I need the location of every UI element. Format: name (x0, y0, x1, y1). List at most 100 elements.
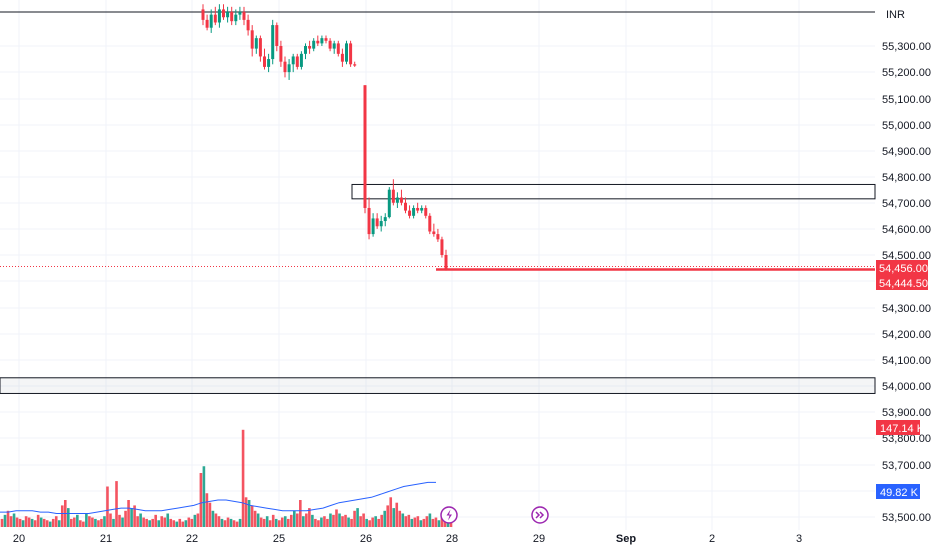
volume-bar (51, 518, 55, 527)
candle (267, 53, 271, 73)
time-tick-label: 20 (13, 533, 25, 545)
volume-bar (9, 516, 13, 527)
time-tick-label: 21 (100, 533, 112, 545)
candle (375, 213, 379, 229)
price-tag: 54,444.50 (876, 275, 928, 290)
volume-bar (428, 513, 432, 527)
candle (242, 6, 246, 26)
volume-bar (103, 516, 106, 527)
candle (226, 6, 230, 23)
volume-bar (271, 514, 275, 527)
volume-bar (323, 516, 326, 527)
volume-bar (434, 517, 438, 527)
candle (432, 223, 436, 237)
candle (287, 59, 291, 80)
volume-bar (187, 517, 191, 527)
volume-bar (392, 508, 396, 527)
volume-bar (286, 518, 290, 527)
zone-box[interactable] (0, 377, 876, 394)
price-axis[interactable]: INR 55,300.00 55,200.00 55,100.00 55,000.00… (882, 9, 931, 524)
candle (279, 40, 283, 67)
volume-bar (112, 518, 115, 527)
volume-bar (293, 510, 296, 527)
volume-bar (166, 513, 170, 527)
candle (291, 53, 295, 73)
volume-bar (220, 518, 224, 527)
volume-bar (130, 508, 133, 527)
candle (395, 192, 399, 208)
time-tick-label: 3 (796, 533, 802, 545)
volume-bars (0, 429, 453, 527)
volume-bar (172, 520, 176, 527)
volume-bar (42, 518, 46, 527)
volume-bar (305, 513, 308, 527)
volume-bar (410, 518, 414, 527)
volume-bar (356, 508, 359, 527)
volume-bar (359, 516, 362, 527)
volume-bar (341, 516, 344, 527)
volume-bar (338, 513, 341, 527)
candle (320, 35, 324, 46)
candle (340, 48, 344, 67)
volume-bar (124, 510, 127, 527)
candle (349, 40, 353, 67)
time-axis[interactable]: 20 21 22 25 26 28 29 Sep 2 3 (13, 533, 802, 545)
volume-bar (395, 502, 399, 527)
candle (383, 213, 387, 227)
volume-tag: 147.14 K (876, 420, 925, 435)
price-tick-label: 55,300.00 (882, 41, 931, 53)
volume-bar (3, 514, 7, 527)
volume-bar (302, 516, 305, 527)
price-tick-label: 55,000.00 (882, 120, 931, 132)
volume-bar (66, 508, 70, 527)
volume-bar (265, 516, 269, 527)
volume-bar (407, 514, 411, 527)
candle (283, 56, 287, 78)
candle (324, 35, 328, 44)
volume-bar (118, 514, 121, 527)
volume-bar (217, 516, 221, 527)
price-tick-label: 53,500.00 (882, 512, 931, 524)
candle (408, 205, 412, 219)
volume-bar (30, 518, 34, 527)
candle (222, 4, 225, 20)
volume-bar (12, 513, 16, 527)
candle (263, 48, 266, 70)
candle (363, 85, 367, 214)
time-tick-label: 25 (273, 533, 285, 545)
volume-bar (431, 518, 435, 527)
candle (412, 205, 416, 219)
candle (399, 189, 403, 206)
volume-bar (169, 518, 173, 527)
volume-bar (199, 473, 203, 527)
price-tick-label: 53,800.00 (882, 433, 931, 445)
candle (271, 19, 275, 65)
volume-bar (127, 500, 130, 527)
flash-icon[interactable] (440, 506, 458, 524)
volume-bar (57, 520, 61, 527)
volume-bar (79, 520, 82, 527)
price-tick-label: 53,900.00 (882, 407, 931, 419)
volume-bar (362, 513, 365, 527)
volume-bar (368, 520, 371, 527)
volume-bar (109, 513, 112, 527)
candle (230, 6, 234, 26)
go-to-realtime-icon[interactable] (531, 506, 549, 524)
price-tick-label: 54,300.00 (882, 303, 931, 315)
price-tick-label: 53,700.00 (882, 460, 931, 472)
volume-moving-average-line (0, 481, 436, 514)
volume-bar (160, 516, 164, 527)
candle (420, 205, 424, 214)
volume-bar (39, 517, 43, 527)
zone-box[interactable] (351, 183, 876, 200)
volume-bar (45, 520, 49, 527)
last-price-lines (0, 265, 875, 271)
volume-bar (121, 517, 124, 527)
volume-bar (344, 514, 347, 527)
volume-bar (6, 510, 10, 527)
volume-bar (214, 513, 218, 527)
time-tick-label: 29 (533, 533, 545, 545)
candle (387, 187, 391, 219)
volume-bar (365, 518, 368, 527)
